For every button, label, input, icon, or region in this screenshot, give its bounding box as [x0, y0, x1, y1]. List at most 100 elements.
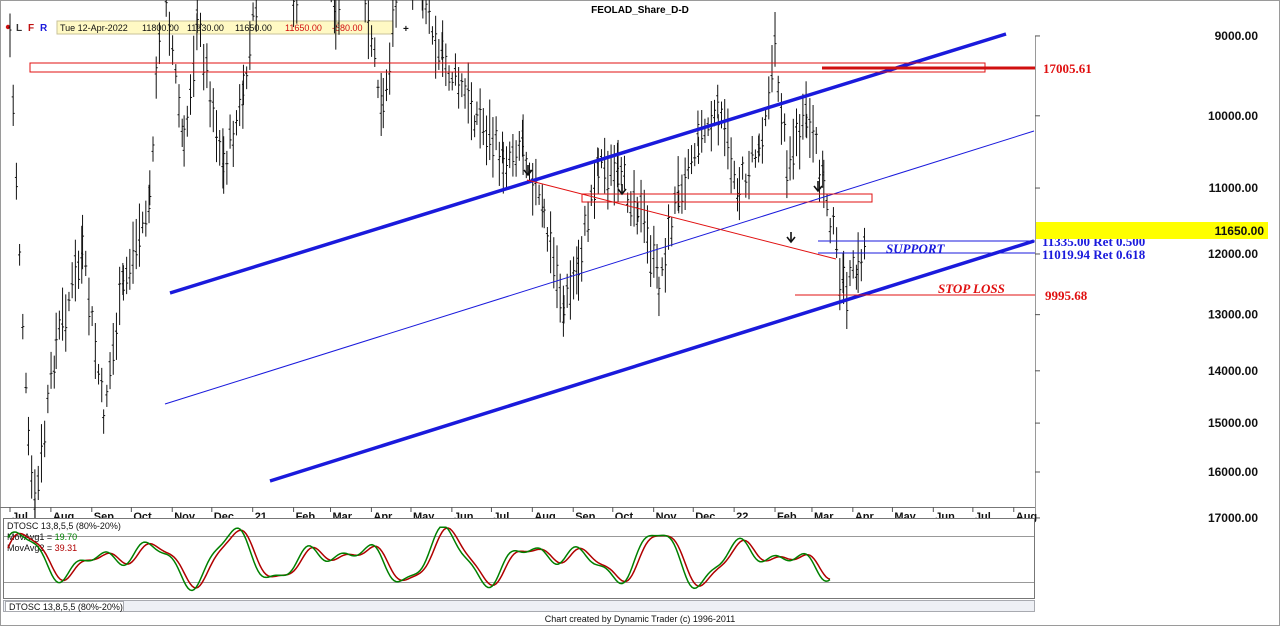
ohlc-bar	[764, 107, 768, 127]
ohlc-bar	[505, 146, 509, 188]
ohlc-bar	[447, 65, 451, 91]
ohlc-bar	[788, 136, 792, 181]
ohlc-bar	[736, 178, 740, 212]
toolbar: L F R Tue 12-Apr-2022 11800.00 11930.00 …	[5, 20, 409, 35]
ohlc-bar	[770, 45, 774, 93]
ohlc-bar	[488, 99, 492, 161]
ohlc-bar	[537, 184, 541, 205]
ohlc-bar	[73, 239, 77, 302]
ohlc-bar	[24, 372, 28, 394]
ohlc-bar	[231, 120, 235, 167]
ohlc-bar	[555, 245, 559, 309]
footer-credit: Chart created by Dynamic Trader (c) 1996…	[545, 614, 735, 624]
oscillator-ma1-line	[7, 526, 831, 592]
ohlc-bar	[828, 217, 832, 244]
ohlc-bar	[182, 115, 186, 167]
ohlc-bar	[580, 236, 584, 282]
ohlc-bar	[430, 26, 434, 45]
ohlc-bar	[552, 237, 556, 289]
ohlc-bar	[723, 99, 727, 157]
ohlc-bar	[334, 0, 338, 50]
ohlc-bar	[851, 250, 855, 279]
ohlc-bar	[478, 88, 482, 149]
ohlc-bar	[558, 273, 562, 323]
ohlc-bar	[863, 227, 867, 260]
support-label: SUPPORT	[886, 241, 946, 256]
ohlc-bar	[693, 143, 697, 167]
y-tick-label: 15000.00	[1208, 416, 1258, 430]
ohlc-bar	[801, 93, 805, 140]
current-price-label: 11650.00	[1215, 224, 1265, 238]
ohlc-bar	[453, 53, 457, 86]
ohlc-bar	[511, 133, 515, 177]
ohlc-bar	[198, 12, 202, 47]
ohlc-bar	[61, 287, 65, 341]
record-dot-icon[interactable]	[5, 24, 11, 30]
ohlc-bar	[222, 136, 226, 194]
add-crosshair-icon[interactable]: +	[403, 24, 409, 35]
ohlc-bar	[54, 312, 58, 370]
ohlc-bar	[373, 37, 377, 67]
ohlc-bar	[753, 149, 757, 168]
ohlc-bar	[521, 114, 525, 175]
chart-title: FEOLAD_Share_D-D	[591, 5, 689, 16]
ohlc-bar	[779, 93, 783, 145]
ohlc-bar	[167, 11, 171, 56]
arrow-down-icon	[617, 184, 627, 196]
y-tick-label: 17000.00	[1208, 511, 1258, 525]
oscillator-tab[interactable]	[5, 601, 124, 612]
ohlc-bar	[437, 39, 441, 70]
lower-channel-line	[269, 239, 1035, 483]
ohlc-bar	[366, 0, 370, 60]
ohlc-bar	[241, 64, 245, 106]
ohlc-bar	[424, 0, 428, 25]
downtrend-line	[526, 179, 837, 260]
ma2-label: MovAvg2 = 39.31	[7, 543, 77, 553]
ohlc-bar	[741, 156, 745, 180]
ohlc-bar	[234, 110, 238, 136]
panel-tab-bar	[3, 600, 1035, 612]
ohlc-bar	[757, 133, 761, 157]
ohlc-bar	[460, 73, 464, 98]
ohlc-bar	[825, 194, 829, 217]
ohlc-bar	[14, 162, 18, 200]
ohlc-bar	[856, 232, 860, 293]
toolbar-button-r[interactable]: R	[40, 23, 48, 34]
ohlc-bar	[545, 226, 549, 252]
ohlc-bar	[148, 170, 152, 206]
ohlc-bar	[111, 322, 115, 375]
ohlc-bar	[97, 363, 101, 385]
ohlc-bar	[208, 81, 212, 128]
ohlc-bar	[808, 98, 812, 158]
toolbar-button-f[interactable]: F	[28, 23, 34, 34]
ohlc-bar	[238, 84, 242, 127]
ohlc-bar	[427, 0, 431, 34]
ohlc-bar	[154, 56, 158, 99]
ohlc-bar	[831, 207, 835, 235]
ohlc-bar	[174, 64, 178, 84]
ohlc-bar	[822, 159, 826, 209]
toolbar-button-l[interactable]: L	[16, 23, 22, 34]
ohlc-bar	[501, 141, 505, 194]
ohlc-bar	[791, 118, 795, 180]
oscillator-ma2-line	[7, 527, 831, 589]
ohlc-bar	[147, 184, 151, 224]
ohlc-bar	[729, 137, 733, 194]
y-tick-label: 14000.00	[1208, 364, 1258, 378]
ohlc-bar	[450, 72, 454, 91]
ohlc-bar	[144, 200, 148, 237]
ohlc-bar	[622, 155, 626, 190]
ohlc-bar	[713, 99, 717, 127]
arrow-down-icon	[786, 232, 796, 244]
ohlc-bar	[384, 69, 388, 102]
ohlc-bar	[248, 21, 252, 70]
ohlc-bar	[491, 117, 495, 178]
ohlc-bar	[626, 192, 630, 213]
ohlc-bar	[514, 140, 518, 177]
ma1-label: MovAvg1 = 19.70	[7, 532, 77, 542]
ohlc-bar	[422, 0, 424, 19]
ohlc-bar	[8, 13, 12, 58]
ohlc-bar	[87, 277, 91, 336]
ohlc-bar	[750, 135, 754, 163]
quote-close: 11650.00	[285, 23, 322, 33]
